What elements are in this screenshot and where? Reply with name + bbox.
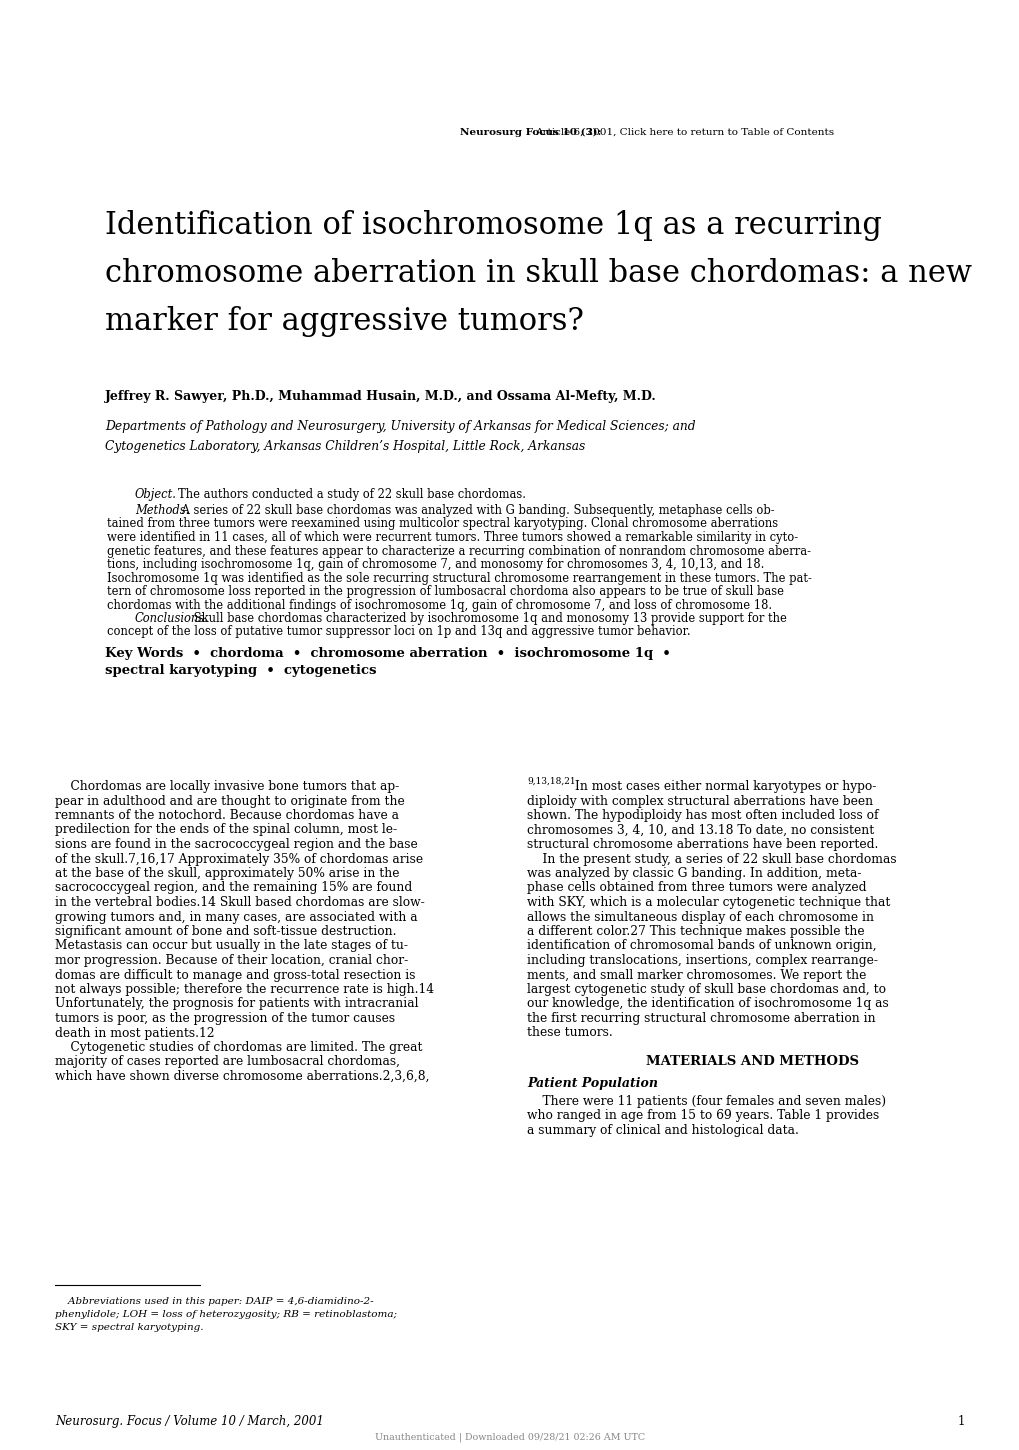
- Text: were identified in 11 cases, all of which were recurrent tumors. Three tumors sh: were identified in 11 cases, all of whic…: [107, 531, 797, 544]
- Text: Neurosurg. Focus / Volume 10 / March, 2001: Neurosurg. Focus / Volume 10 / March, 20…: [55, 1415, 324, 1428]
- Text: Article 6, 2001, Click here to return to Table of Contents: Article 6, 2001, Click here to return to…: [535, 128, 834, 136]
- Text: Unfortunately, the prognosis for patients with intracranial: Unfortunately, the prognosis for patient…: [55, 998, 418, 1011]
- Text: not always possible; therefore the recurrence rate is high.14: not always possible; therefore the recur…: [55, 983, 434, 996]
- Text: concept of the loss of putative tumor suppressor loci on 1p and 13q and aggressi: concept of the loss of putative tumor su…: [107, 625, 690, 638]
- Text: was analyzed by classic G banding. In addition, meta-: was analyzed by classic G banding. In ad…: [527, 867, 861, 880]
- Text: Conclusions.: Conclusions.: [135, 612, 209, 625]
- Text: of the skull.7,16,17 Approximately 35% of chordomas arise: of the skull.7,16,17 Approximately 35% o…: [55, 853, 423, 866]
- Text: which have shown diverse chromosome aberrations.2,3,6,8,: which have shown diverse chromosome aber…: [55, 1070, 429, 1083]
- Text: in the vertebral bodies.14 Skull based chordomas are slow-: in the vertebral bodies.14 Skull based c…: [55, 896, 424, 909]
- Text: Abbreviations used in this paper: DAIP = 4,6-diamidino-2-: Abbreviations used in this paper: DAIP =…: [55, 1296, 373, 1306]
- Text: chordomas with the additional findings of isochromosome 1q, gain of chromosome 7: chordomas with the additional findings o…: [107, 599, 771, 612]
- Text: these tumors.: these tumors.: [527, 1027, 612, 1040]
- Text: Isochromosome 1q was identified as the sole recurring structural chromosome rear: Isochromosome 1q was identified as the s…: [107, 571, 811, 584]
- Text: In most cases either normal karyotypes or hypo-: In most cases either normal karyotypes o…: [575, 780, 875, 793]
- Text: MATERIALS AND METHODS: MATERIALS AND METHODS: [645, 1056, 858, 1069]
- Text: Cytogenetics Laboratory, Arkansas Children’s Hospital, Little Rock, Arkansas: Cytogenetics Laboratory, Arkansas Childr…: [105, 439, 585, 452]
- Text: Identification of isochromosome 1q as a recurring: Identification of isochromosome 1q as a …: [105, 210, 881, 241]
- Text: sions are found in the sacrococcygeal region and the base: sions are found in the sacrococcygeal re…: [55, 838, 418, 851]
- Text: Unauthenticated | Downloaded 09/28/21 02:26 AM UTC: Unauthenticated | Downloaded 09/28/21 02…: [375, 1433, 644, 1441]
- Text: pear in adulthood and are thought to originate from the: pear in adulthood and are thought to ori…: [55, 795, 405, 808]
- Text: a summary of clinical and histological data.: a summary of clinical and histological d…: [527, 1124, 798, 1137]
- Text: growing tumors and, in many cases, are associated with a: growing tumors and, in many cases, are a…: [55, 911, 417, 924]
- Text: 9,13,18,21: 9,13,18,21: [527, 777, 575, 786]
- Text: ments, and small marker chromosomes. We report the: ments, and small marker chromosomes. We …: [527, 969, 865, 982]
- Text: structural chromosome aberrations have been reported.: structural chromosome aberrations have b…: [527, 838, 877, 851]
- Text: A series of 22 skull base chordomas was analyzed with G banding. Subsequently, m: A series of 22 skull base chordomas was …: [178, 505, 773, 518]
- Text: a different color.27 This technique makes possible the: a different color.27 This technique make…: [527, 925, 864, 938]
- Text: at the base of the skull, approximately 50% arise in the: at the base of the skull, approximately …: [55, 867, 399, 880]
- Text: tained from three tumors were reexamined using multicolor spectral karyotyping. : tained from three tumors were reexamined…: [107, 518, 777, 531]
- Text: Chordomas are locally invasive bone tumors that ap-: Chordomas are locally invasive bone tumo…: [55, 780, 398, 793]
- Text: phenylidole; LOH = loss of heterozygosity; RB = retinoblastoma;: phenylidole; LOH = loss of heterozygosit…: [55, 1309, 396, 1320]
- Text: majority of cases reported are lumbosacral chordomas,: majority of cases reported are lumbosacr…: [55, 1056, 399, 1069]
- Text: mor progression. Because of their location, cranial chor-: mor progression. Because of their locati…: [55, 954, 408, 967]
- Text: Departments of Pathology and Neurosurgery, University of Arkansas for Medical Sc: Departments of Pathology and Neurosurger…: [105, 420, 695, 434]
- Text: tions, including isochromosome 1q, gain of chromosome 7, and monosomy for chromo: tions, including isochromosome 1q, gain …: [107, 558, 763, 571]
- Text: tern of chromosome loss reported in the progression of lumbosacral chordoma also: tern of chromosome loss reported in the …: [107, 584, 784, 597]
- Text: with SKY, which is a molecular cytogenetic technique that: with SKY, which is a molecular cytogenet…: [527, 896, 890, 909]
- Text: largest cytogenetic study of skull base chordomas and, to: largest cytogenetic study of skull base …: [527, 983, 886, 996]
- Text: remnants of the notochord. Because chordomas have a: remnants of the notochord. Because chord…: [55, 809, 398, 822]
- Text: who ranged in age from 15 to 69 years. Table 1 provides: who ranged in age from 15 to 69 years. T…: [527, 1109, 878, 1122]
- Text: Skull base chordomas characterized by isochromosome 1q and monosomy 13 provide s: Skull base chordomas characterized by is…: [190, 612, 786, 625]
- Text: including translocations, insertions, complex rearrange-: including translocations, insertions, co…: [527, 954, 877, 967]
- Text: domas are difficult to manage and gross-total resection is: domas are difficult to manage and gross-…: [55, 969, 415, 982]
- Text: Patient Population: Patient Population: [527, 1077, 657, 1090]
- Text: death in most patients.12: death in most patients.12: [55, 1027, 214, 1040]
- Text: Cytogenetic studies of chordomas are limited. The great: Cytogenetic studies of chordomas are lim…: [55, 1041, 422, 1054]
- Text: Jeffrey R. Sawyer, Ph.D., Muhammad Husain, M.D., and Ossama Al-Mefty, M.D.: Jeffrey R. Sawyer, Ph.D., Muhammad Husai…: [105, 390, 656, 403]
- Text: 1: 1: [957, 1415, 964, 1428]
- Text: There were 11 patients (four females and seven males): There were 11 patients (four females and…: [527, 1095, 886, 1108]
- Text: predilection for the ends of the spinal column, most le-: predilection for the ends of the spinal …: [55, 824, 396, 837]
- Text: identification of chromosomal bands of unknown origin,: identification of chromosomal bands of u…: [527, 940, 875, 953]
- Text: diploidy with complex structural aberrations have been: diploidy with complex structural aberrat…: [527, 795, 872, 808]
- Text: chromosomes 3, 4, 10, and 13.18 To date, no consistent: chromosomes 3, 4, 10, and 13.18 To date,…: [527, 824, 873, 837]
- Text: chromosome aberration in skull base chordomas: a new: chromosome aberration in skull base chor…: [105, 258, 971, 289]
- Text: The authors conducted a study of 22 skull base chordomas.: The authors conducted a study of 22 skul…: [178, 489, 526, 502]
- Text: genetic features, and these features appear to characterize a recurring combinat: genetic features, and these features app…: [107, 545, 810, 557]
- Text: significant amount of bone and soft-tissue destruction.: significant amount of bone and soft-tiss…: [55, 925, 396, 938]
- Text: shown. The hypodiploidy has most often included loss of: shown. The hypodiploidy has most often i…: [527, 809, 877, 822]
- Text: Key Words  •  chordoma  •  chromosome aberration  •  isochromosome 1q  •: Key Words • chordoma • chromosome aberra…: [105, 647, 671, 660]
- Text: SKY = spectral karyotyping.: SKY = spectral karyotyping.: [55, 1322, 204, 1333]
- Text: allows the simultaneous display of each chromosome in: allows the simultaneous display of each …: [527, 911, 873, 924]
- Text: Neurosurg Focus 10 (3):: Neurosurg Focus 10 (3):: [460, 128, 601, 138]
- Text: spectral karyotyping  •  cytogenetics: spectral karyotyping • cytogenetics: [105, 664, 376, 677]
- Text: Metastasis can occur but usually in the late stages of tu-: Metastasis can occur but usually in the …: [55, 940, 408, 953]
- Text: Object.: Object.: [135, 489, 176, 502]
- Text: marker for aggressive tumors?: marker for aggressive tumors?: [105, 306, 583, 336]
- Text: the first recurring structural chromosome aberration in: the first recurring structural chromosom…: [527, 1012, 874, 1025]
- Text: tumors is poor, as the progression of the tumor causes: tumors is poor, as the progression of th…: [55, 1012, 394, 1025]
- Text: sacrococcygeal region, and the remaining 15% are found: sacrococcygeal region, and the remaining…: [55, 882, 412, 895]
- Text: phase cells obtained from three tumors were analyzed: phase cells obtained from three tumors w…: [527, 882, 866, 895]
- Text: In the present study, a series of 22 skull base chordomas: In the present study, a series of 22 sku…: [527, 853, 896, 866]
- Text: our knowledge, the identification of isochromosome 1q as: our knowledge, the identification of iso…: [527, 998, 888, 1011]
- Text: Methods.: Methods.: [135, 505, 190, 518]
